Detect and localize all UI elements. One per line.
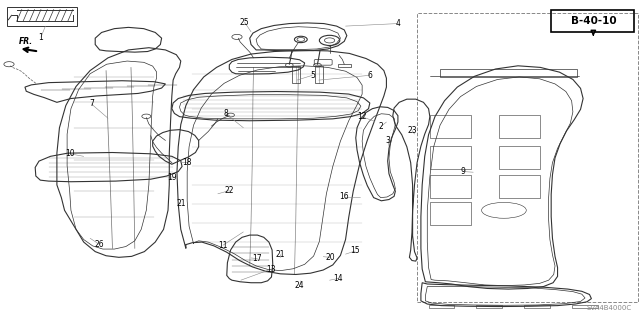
Text: 9: 9 [461, 167, 465, 176]
Bar [499, 146, 540, 169]
Bar [476, 305, 502, 308]
Text: 16: 16 [339, 192, 349, 202]
Text: 3: 3 [386, 136, 391, 145]
Bar [524, 305, 550, 308]
Text: 4: 4 [396, 19, 401, 28]
Text: 15: 15 [350, 247, 360, 256]
Bar [430, 202, 471, 225]
Bar [572, 305, 598, 308]
Text: 7: 7 [89, 100, 94, 108]
Bar [429, 305, 454, 308]
Bar [499, 115, 540, 138]
Text: 23: 23 [407, 126, 417, 135]
Text: 8: 8 [223, 109, 228, 118]
Text: 5: 5 [310, 71, 315, 80]
Text: SVA4B4000C: SVA4B4000C [586, 305, 632, 311]
Text: 11: 11 [218, 241, 228, 250]
Text: FR.: FR. [19, 37, 33, 46]
Text: 12: 12 [356, 112, 366, 121]
Bar [430, 146, 471, 169]
Bar [499, 175, 540, 198]
Text: 1: 1 [38, 33, 44, 42]
Text: 21: 21 [176, 199, 186, 208]
Text: 2: 2 [379, 122, 384, 131]
Text: 13: 13 [267, 264, 276, 274]
Text: 24: 24 [295, 281, 305, 290]
Text: 25: 25 [240, 18, 250, 27]
Bar [430, 115, 471, 138]
Bar [315, 66, 323, 83]
Bar [551, 10, 634, 33]
Text: 14: 14 [333, 274, 342, 283]
Text: 20: 20 [325, 253, 335, 262]
Text: 6: 6 [367, 71, 372, 80]
Text: 22: 22 [225, 186, 234, 195]
Text: 10: 10 [65, 149, 74, 158]
Text: 21: 21 [276, 250, 285, 259]
Bar [430, 175, 471, 198]
Text: 17: 17 [253, 254, 262, 263]
Text: 26: 26 [95, 240, 104, 249]
Text: 19: 19 [168, 174, 177, 182]
Text: B-40-10: B-40-10 [570, 16, 616, 26]
Bar [292, 66, 300, 83]
Text: 18: 18 [182, 158, 192, 167]
